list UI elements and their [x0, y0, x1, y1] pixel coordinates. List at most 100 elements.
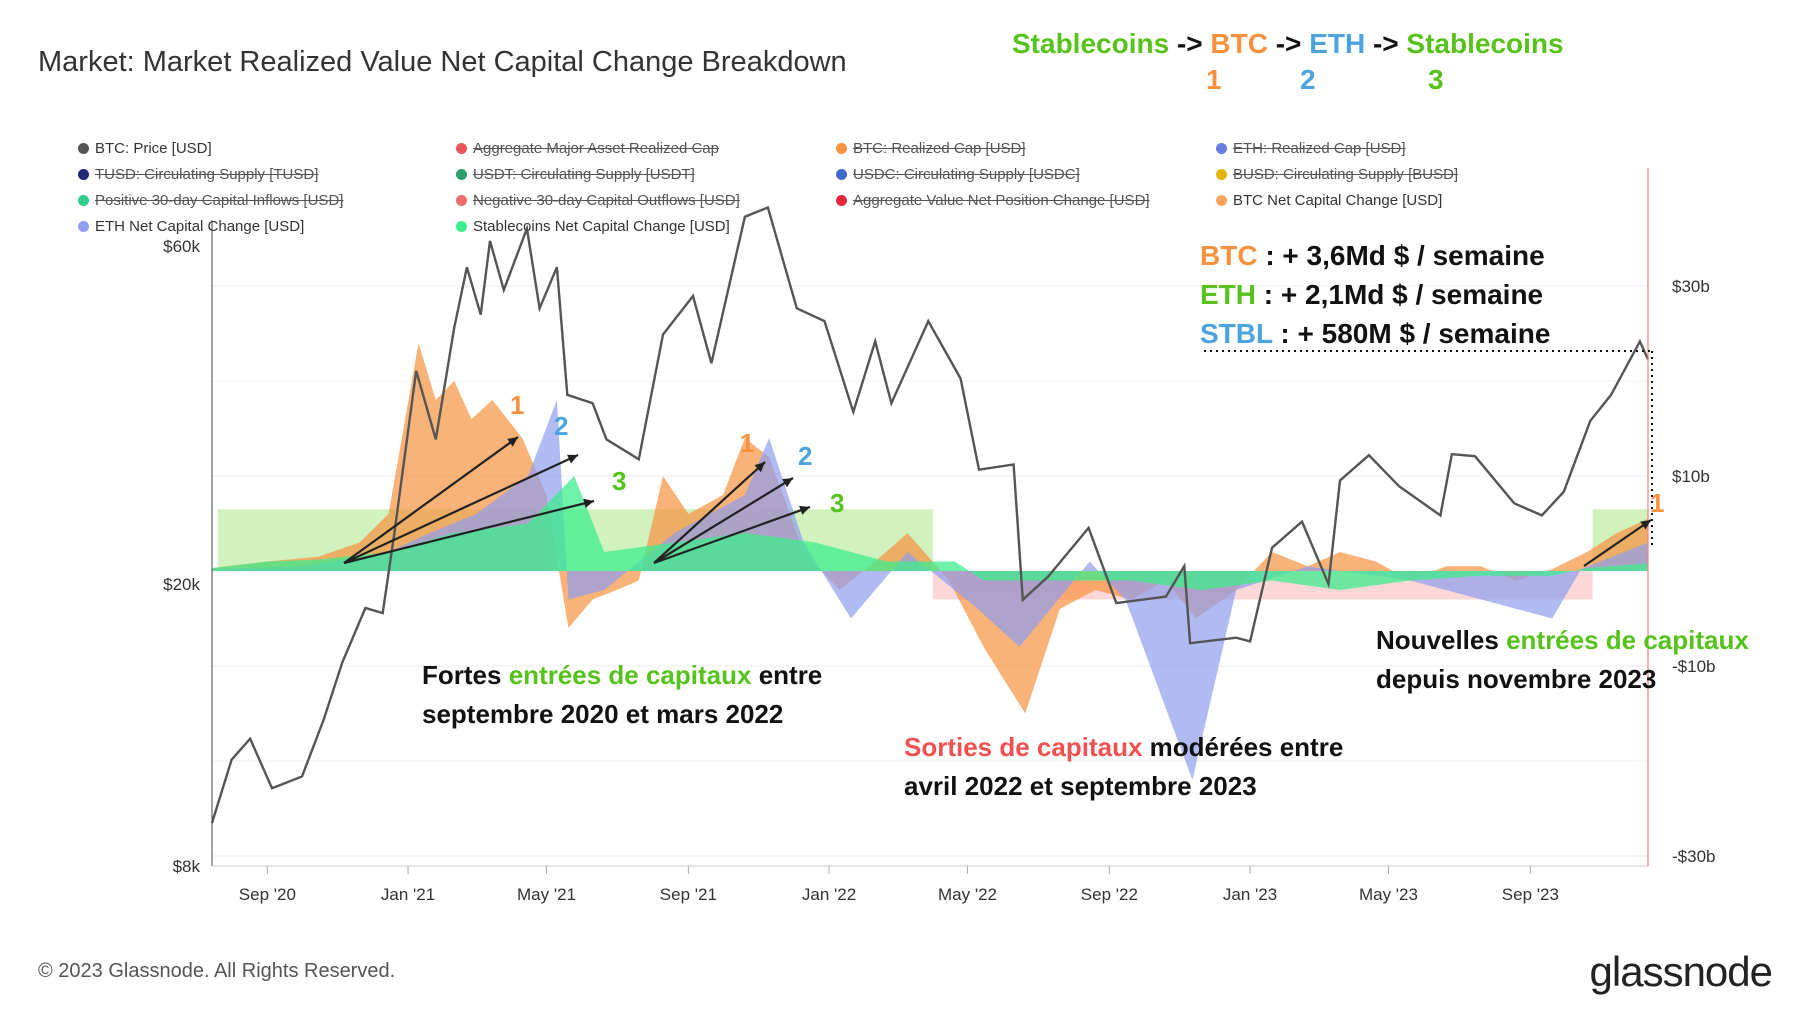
legend-dot-icon: [836, 169, 847, 180]
outflow-annotation-part: Sorties de capitaux: [904, 732, 1143, 762]
right-tick-label: -$10b: [1672, 657, 1715, 676]
right-tick-label: -$30b: [1672, 847, 1715, 866]
flow-sequence: Stablecoins -> BTC -> ETH -> Stablecoins: [1012, 28, 1564, 60]
flow-number-1: 1: [1206, 64, 1222, 95]
arrow-line: [343, 454, 579, 564]
legend-dot-icon: [78, 195, 89, 206]
stat-value: : + 2,1Md $ / semaine: [1256, 279, 1544, 310]
arrow-head: [567, 454, 578, 464]
left-tick-label: $8k: [173, 857, 201, 876]
new-inflow-annotation-part: entrées de capitaux: [1506, 625, 1749, 655]
right-tick-label: $30b: [1672, 277, 1710, 296]
arrow-line: [653, 461, 766, 564]
legend-label: Negative 30-day Capital Outflows [USD]: [473, 192, 740, 209]
x-tick-label: Jan '23: [1223, 885, 1277, 904]
new-inflow-annotation-line2: depuis novembre 2023: [1376, 664, 1657, 694]
flow-number-3: 3: [1428, 64, 1444, 95]
x-tick-label: May '21: [517, 885, 576, 904]
legend-dot-icon: [1216, 169, 1227, 180]
stat-row: ETH : + 2,1Md $ / semaine: [1200, 275, 1550, 314]
stat-row: STBL : + 580M $ / semaine: [1200, 314, 1550, 353]
flow-part: ->: [1169, 28, 1211, 59]
legend-dot-icon: [78, 169, 89, 180]
inflow-annotation-part: Fortes: [422, 660, 509, 690]
legend-label: TUSD: Circulating Supply [TUSD]: [95, 166, 319, 183]
inflow-annotation-part: entrées de capitaux: [508, 660, 752, 690]
weekly-stats: BTC : + 3,6Md $ / semaine ETH : + 2,1Md $…: [1200, 236, 1550, 353]
legend-dot-icon: [456, 143, 467, 154]
legend-item[interactable]: ETH: Realized Cap [USD]: [1216, 140, 1406, 157]
flow-part: Stablecoins: [1012, 28, 1170, 59]
legend-dot-icon: [456, 221, 467, 232]
legend-item[interactable]: BTC Net Capital Change [USD]: [1216, 192, 1442, 209]
new-inflow-annotation-part: Nouvelles: [1376, 625, 1507, 655]
legend-item[interactable]: USDT: Circulating Supply [USDT]: [456, 166, 695, 183]
x-tick-label: Sep '23: [1502, 885, 1559, 904]
price-line: [210, 205, 1650, 824]
legend-dot-icon: [78, 221, 89, 232]
arrow-head: [1640, 520, 1651, 530]
stat-value: : + 580M $ / semaine: [1272, 318, 1551, 349]
flow-part: ETH: [1309, 28, 1366, 59]
arrow-head: [754, 462, 765, 473]
legend-item[interactable]: USDC: Circulating Supply [USDC]: [836, 166, 1080, 183]
legend-dot-icon: [456, 195, 467, 206]
flow-part: Stablecoins: [1406, 28, 1564, 59]
flow-part: ->: [1267, 28, 1310, 59]
copyright: © 2023 Glassnode. All Rights Reserved.: [38, 960, 396, 982]
inflow-annotation: Fortes entrées de capitaux entre septemb…: [422, 656, 822, 734]
new-inflow-annotation-line1: Nouvelles entrées de capitaux: [1376, 621, 1749, 660]
legend-dot-icon: [1216, 143, 1227, 154]
legend-dot-icon: [836, 143, 847, 154]
legend-label: BUSD: Circulating Supply [BUSD]: [1233, 166, 1459, 183]
legend-label: Aggregate Major Asset Realized Cap: [473, 140, 719, 157]
outflow-annotation-line2: avril 2022 et septembre 2023: [904, 771, 1257, 801]
x-tick-label: May '23: [1359, 885, 1418, 904]
legend-label: Positive 30-day Capital Inflows [USD]: [95, 192, 344, 209]
left-tick-label: $60k: [163, 237, 200, 256]
outflow-annotation-part: modérées entre: [1142, 732, 1344, 762]
stat-asset: BTC: [1200, 240, 1258, 271]
legend-item[interactable]: BTC: Price [USD]: [78, 140, 212, 157]
arrow-line: [653, 505, 811, 565]
x-tick-label: May '22: [938, 885, 997, 904]
legend-dot-icon: [456, 169, 467, 180]
flow-number-2: 2: [1300, 64, 1316, 95]
legend-item[interactable]: Aggregate Major Asset Realized Cap: [456, 140, 719, 157]
legend-item[interactable]: Stablecoins Net Capital Change [USD]: [456, 218, 730, 235]
legend-dot-icon: [78, 143, 89, 154]
legend-item[interactable]: ETH Net Capital Change [USD]: [78, 218, 304, 235]
legend-dot-icon: [836, 195, 847, 206]
outflow-annotation: Sorties de capitaux modérées entre avril…: [904, 728, 1343, 806]
legend-item[interactable]: BTC: Realized Cap [USD]: [836, 140, 1026, 157]
stat-row: BTC : + 3,6Md $ / semaine: [1200, 236, 1550, 275]
x-tick-label: Sep '21: [660, 885, 717, 904]
legend-label: BTC Net Capital Change [USD]: [1233, 192, 1443, 209]
step-label-1: 1: [510, 390, 524, 420]
step-label-2: 2: [554, 411, 568, 441]
legend-item[interactable]: Positive 30-day Capital Inflows [USD]: [78, 192, 343, 209]
legend-label: BTC: Realized Cap [USD]: [853, 140, 1026, 157]
legend-item[interactable]: Aggregate Value Net Position Change [USD…: [836, 192, 1150, 209]
arrow-head: [799, 505, 810, 515]
step-label-1: 1: [1650, 488, 1664, 518]
stat-asset: ETH: [1200, 279, 1256, 310]
step-label-2: 2: [798, 441, 812, 471]
new-inflow-annotation: Nouvelles entrées de capitaux depuis nov…: [1376, 621, 1749, 699]
legend-label: Aggregate Value Net Position Change [USD…: [853, 192, 1150, 209]
step-label-1: 1: [740, 428, 754, 458]
stat-asset: STBL: [1200, 318, 1273, 349]
inflow-annotation-line1: Fortes entrées de capitaux entre: [422, 656, 822, 695]
legend-label: USDT: Circulating Supply [USDT]: [473, 166, 695, 183]
arrow-head: [583, 498, 594, 509]
inflow-annotation-part: entre: [751, 660, 823, 690]
legend-label: ETH: Realized Cap [USD]: [1233, 140, 1406, 157]
chart-title: Market: Market Realized Value Net Capita…: [38, 46, 847, 78]
arrow-line: [653, 477, 794, 564]
legend-item[interactable]: Negative 30-day Capital Outflows [USD]: [456, 192, 740, 209]
arrow-line: [343, 499, 595, 565]
legend-label: USDC: Circulating Supply [USDC]: [853, 166, 1080, 183]
legend-item[interactable]: BUSD: Circulating Supply [BUSD]: [1216, 166, 1458, 183]
legend-item[interactable]: TUSD: Circulating Supply [TUSD]: [78, 166, 318, 183]
